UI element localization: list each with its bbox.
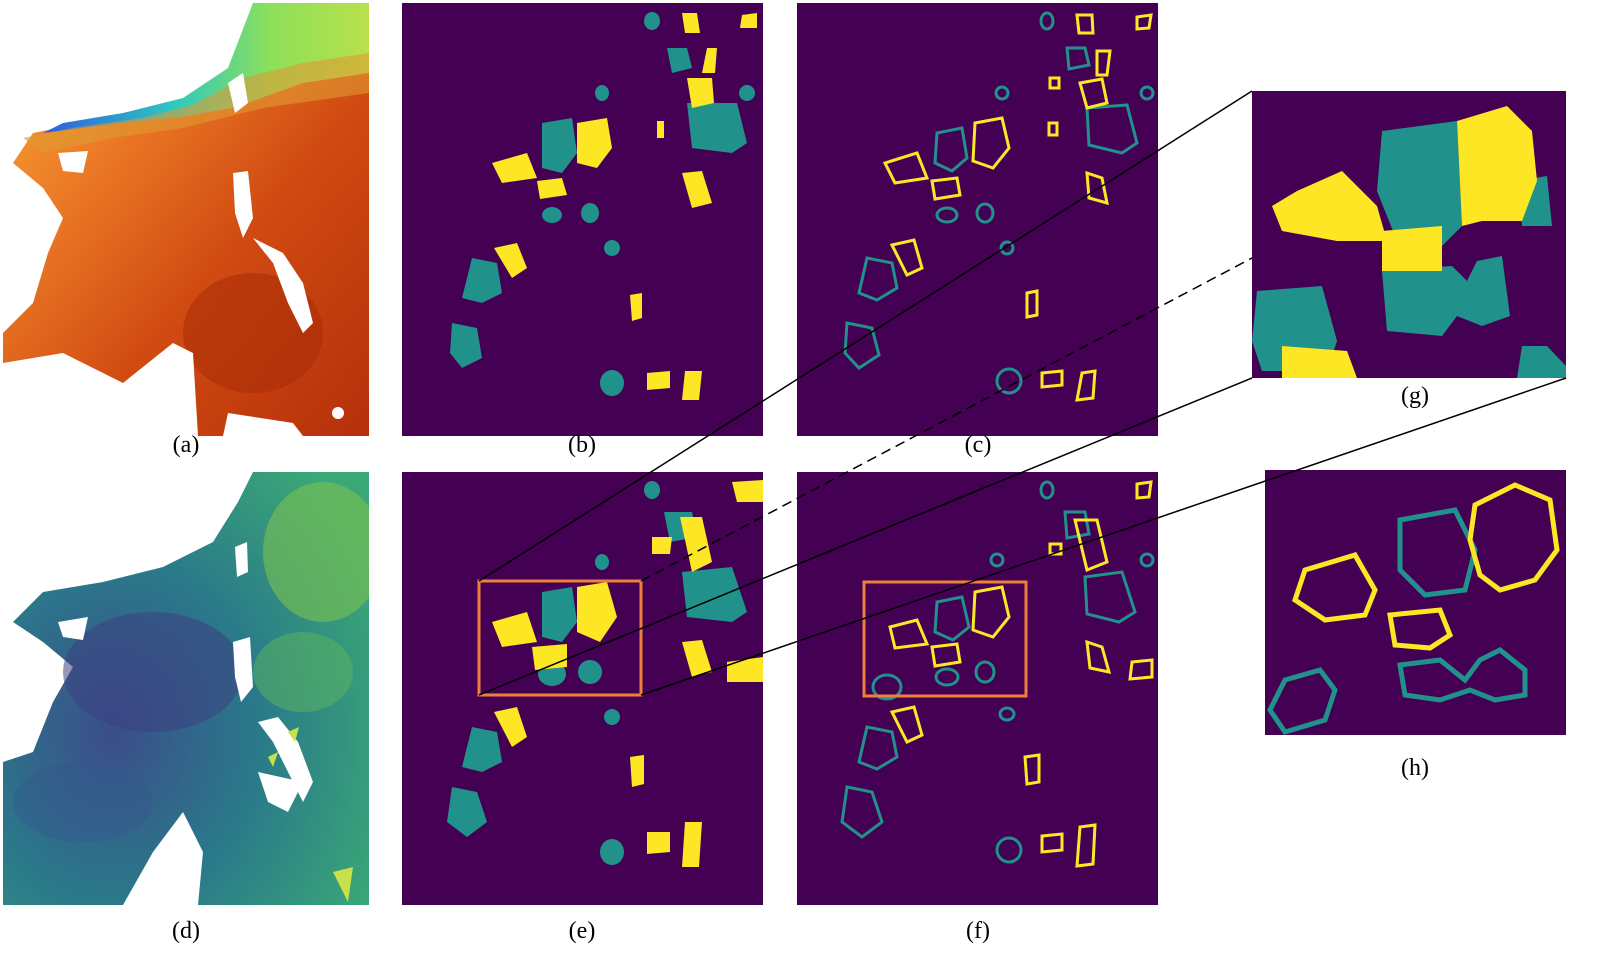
panel-b-eddy-mask [402, 3, 763, 436]
eddy-contours-zoom-graphic [797, 472, 1158, 905]
panel-d-sla-map [3, 472, 369, 905]
caption-f: (f) [966, 918, 990, 944]
eddy-mask-graphic [402, 3, 763, 436]
caption-e: (e) [568, 918, 596, 944]
caption-g: (g) [1401, 383, 1429, 409]
panel-c-eddy-contours [797, 3, 1158, 436]
zoom-filled-graphic [1252, 91, 1566, 378]
sla-map-graphic [3, 472, 369, 905]
panel-f-eddy-contours-zoom [797, 472, 1158, 905]
panel-e-eddy-mask-zoom [402, 472, 763, 905]
panel-a-sst-map [3, 3, 369, 436]
sst-map-graphic [3, 3, 369, 436]
zoom-contours-graphic [1265, 470, 1566, 735]
panel-g-zoom-filled [1252, 91, 1566, 378]
panel-h-zoom-contours [1265, 470, 1566, 735]
caption-b: (b) [568, 432, 596, 458]
caption-h: (h) [1401, 755, 1429, 781]
eddy-contours-graphic [797, 3, 1158, 436]
caption-a: (a) [172, 432, 200, 458]
eddy-mask-zoom-graphic [402, 472, 763, 905]
caption-c: (c) [964, 432, 992, 458]
caption-d: (d) [172, 918, 200, 944]
